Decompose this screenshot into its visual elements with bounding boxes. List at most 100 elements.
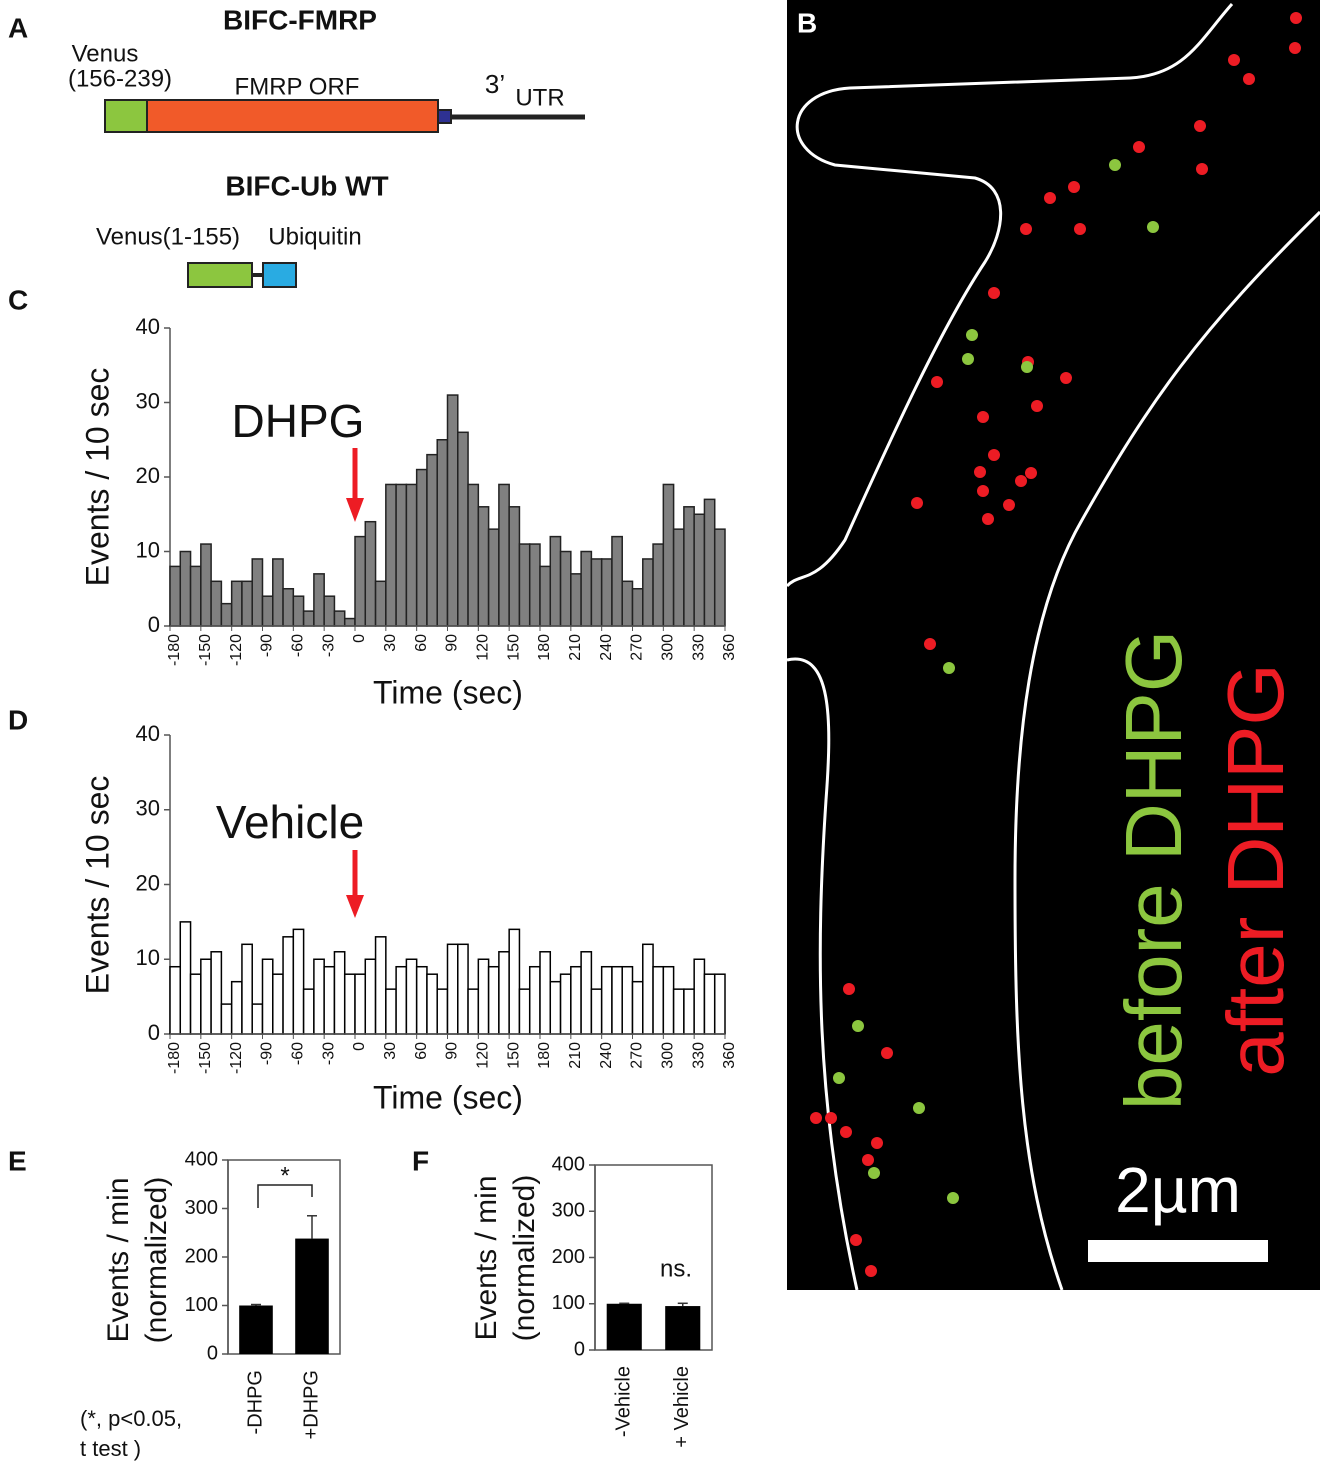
x-tick-label: 30 (382, 1042, 399, 1060)
bar (292, 595, 305, 627)
y-tick-label: 300 (185, 1197, 218, 1219)
image-b: B before DHPG after DHPG 2µm (785, 0, 1320, 1291)
punctum (1021, 361, 1033, 373)
bar (590, 558, 603, 627)
y-axis-title: Events / 10 sec (79, 776, 115, 995)
y-tick-label: 10 (136, 537, 160, 562)
annotation: DHPG (232, 395, 365, 447)
bar (539, 565, 552, 627)
punctum (1133, 141, 1145, 153)
y-tick-label: 100 (552, 1292, 585, 1314)
bar (374, 580, 387, 627)
bar (580, 951, 593, 1035)
punctum (852, 1020, 864, 1032)
x-tick-label: -DHPG (244, 1370, 266, 1434)
punctum (865, 1265, 877, 1277)
y-tick-label: 200 (552, 1246, 585, 1268)
punctum (1003, 499, 1015, 511)
bar (220, 1003, 233, 1035)
punctum (988, 449, 1000, 461)
y-tick-label: 30 (136, 388, 160, 413)
bar (642, 558, 654, 627)
bar (426, 453, 438, 627)
panel-label: F (412, 1145, 429, 1176)
punctum (1074, 223, 1086, 235)
bar (652, 543, 665, 627)
x-tick-label: 30 (382, 634, 399, 652)
label: 3’ (485, 69, 505, 99)
bar (230, 580, 243, 627)
x-tick-label: -90 (259, 634, 276, 657)
bar (683, 988, 695, 1035)
bar (261, 595, 274, 627)
note: t test ) (80, 1436, 141, 1461)
bar (703, 973, 716, 1035)
bar (261, 958, 274, 1035)
bar (539, 951, 552, 1035)
arrow-head (346, 895, 364, 918)
bar (272, 973, 284, 1035)
bar (590, 988, 603, 1035)
bar (251, 558, 264, 627)
bar (230, 980, 243, 1035)
x-tick-label: 120 (475, 1042, 492, 1069)
bar (313, 573, 325, 627)
bar (631, 980, 644, 1035)
punctum (1060, 372, 1072, 384)
bar (606, 1303, 642, 1350)
significance-bracket (257, 1184, 313, 1208)
y-axis-title: Events / 10 sec (79, 368, 115, 587)
bar (333, 951, 346, 1035)
x-tick-label: -150 (197, 1042, 214, 1074)
outline (786, 657, 859, 1291)
bar (487, 965, 500, 1035)
bar (200, 543, 212, 627)
punctum (947, 1192, 959, 1204)
bar (354, 973, 367, 1035)
bar (446, 943, 459, 1035)
punctum (911, 497, 923, 509)
y-tick-label: 0 (574, 1338, 585, 1360)
x-tick-label: -180 (166, 634, 183, 666)
punctum (1289, 42, 1301, 54)
panel-label: C (8, 284, 28, 315)
punctum (977, 485, 989, 497)
bar (385, 483, 397, 627)
x-tick-label: 360 (721, 634, 738, 661)
y-tick-label: 0 (148, 1020, 160, 1045)
bar (477, 506, 490, 627)
bar (498, 483, 510, 627)
bar (179, 550, 192, 627)
x-tick-label: -150 (197, 634, 214, 666)
label: FMRP ORF (235, 73, 360, 100)
y-tick-label: 200 (185, 1245, 218, 1267)
bar (549, 535, 562, 627)
x-tick-label: -90 (259, 1042, 276, 1065)
bar (457, 943, 469, 1035)
label: Venus (72, 40, 139, 67)
bar (169, 965, 182, 1035)
bar (302, 988, 315, 1035)
x-tick-label: 210 (567, 1042, 584, 1069)
bar (477, 958, 490, 1035)
bar (436, 439, 449, 627)
bar (282, 936, 295, 1035)
x-tick-label: 270 (629, 634, 646, 661)
y-tick-label: 0 (148, 612, 160, 637)
x-tick-label: 60 (413, 1042, 430, 1060)
bar (467, 483, 480, 627)
bar (693, 958, 706, 1035)
bar (652, 965, 665, 1035)
bar (662, 483, 675, 627)
bar (415, 468, 428, 627)
x-tick-label: + Vehicle (671, 1366, 693, 1448)
punctum (825, 1112, 837, 1124)
bar (672, 528, 685, 627)
venus-box (187, 262, 253, 288)
punctum (868, 1167, 880, 1179)
bar (487, 528, 500, 627)
punctum (982, 513, 994, 525)
punctum (924, 638, 936, 650)
bar (467, 988, 480, 1035)
bar (220, 602, 233, 627)
